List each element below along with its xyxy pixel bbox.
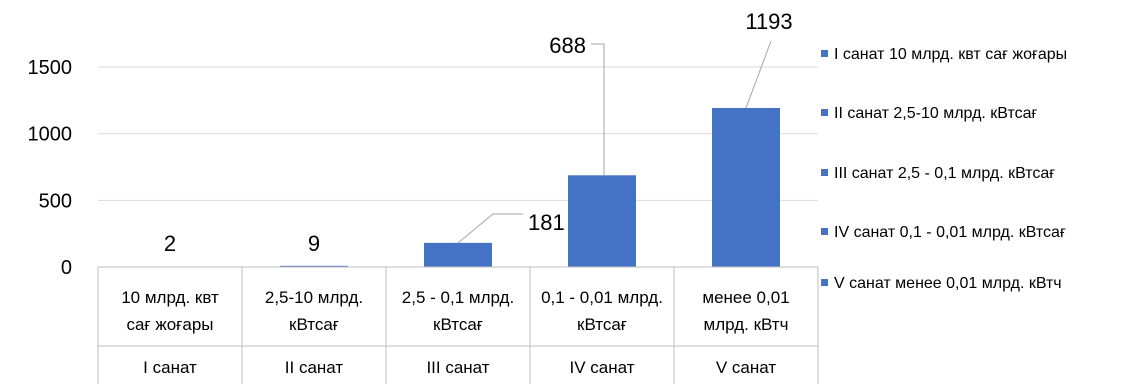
group-label: V санат — [716, 358, 776, 377]
bar — [280, 265, 348, 267]
category-label: кВтсағ — [577, 315, 627, 334]
category-label: сағ жоғары — [126, 315, 213, 334]
group-label: IV санат — [570, 358, 635, 377]
category-label: 0,1 - 0,01 млрд. — [541, 288, 663, 307]
group-label: I санат — [143, 358, 197, 377]
legend-swatch — [821, 228, 828, 235]
category-label: кВтсағ — [289, 315, 339, 334]
category-axis: 10 млрд. квт сағ жоғары I санат 2,5-10 млрд… — [97, 266, 819, 384]
legend-entry: V санат менее 0,01 млрд. кВтч — [834, 275, 1062, 292]
legend-swatch — [821, 50, 828, 57]
legend-entry: IV санат 0,1 - 0,01 млрд. кВтсағ — [834, 224, 1066, 241]
legend-entry: II санат 2,5-10 млрд. кВтсағ — [834, 105, 1037, 122]
group-label: II санат — [285, 358, 344, 377]
y-tick-label: 500 — [39, 190, 72, 212]
gridlines — [98, 66, 818, 201]
bar — [712, 107, 780, 267]
group-label: III санат — [426, 358, 489, 377]
legend-swatch — [821, 279, 828, 286]
leader-line — [457, 213, 523, 244]
y-tick-label: 0 — [61, 257, 72, 279]
legend-swatch — [821, 109, 828, 116]
leader-line — [745, 40, 772, 109]
data-label: 181 — [528, 210, 565, 235]
data-label: 9 — [308, 231, 320, 256]
legend: I санат 10 млрд. квт сағ жоғары II санат … — [821, 46, 1067, 292]
data-label: 2 — [164, 231, 176, 256]
y-axis-ticks: 0 500 1000 1500 — [28, 57, 73, 279]
y-tick-label: 1000 — [28, 124, 73, 146]
legend-entry: I санат 10 млрд. квт сағ жоғары — [834, 46, 1067, 63]
legend-swatch — [821, 169, 828, 176]
category-label: 2,5-10 млрд. — [265, 288, 363, 307]
bar — [424, 242, 492, 267]
category-label: менее 0,01 — [702, 288, 789, 307]
bars — [136, 107, 780, 267]
data-label: 1193 — [745, 9, 792, 34]
y-tick-label: 1500 — [28, 57, 73, 79]
bar — [568, 175, 636, 267]
leader-lines — [457, 40, 772, 244]
category-label: млрд. кВтч — [704, 315, 789, 334]
leader-line — [591, 43, 605, 176]
category-label: кВтсағ — [433, 315, 483, 334]
data-label: 688 — [549, 33, 586, 58]
legend-entry: III санат 2,5 - 0,1 млрд. кВтсағ — [834, 165, 1055, 182]
data-labels: 2 9 181 688 1193 — [164, 9, 793, 256]
category-label: 10 млрд. квт — [121, 288, 219, 307]
category-label: 2,5 - 0,1 млрд. — [402, 288, 514, 307]
